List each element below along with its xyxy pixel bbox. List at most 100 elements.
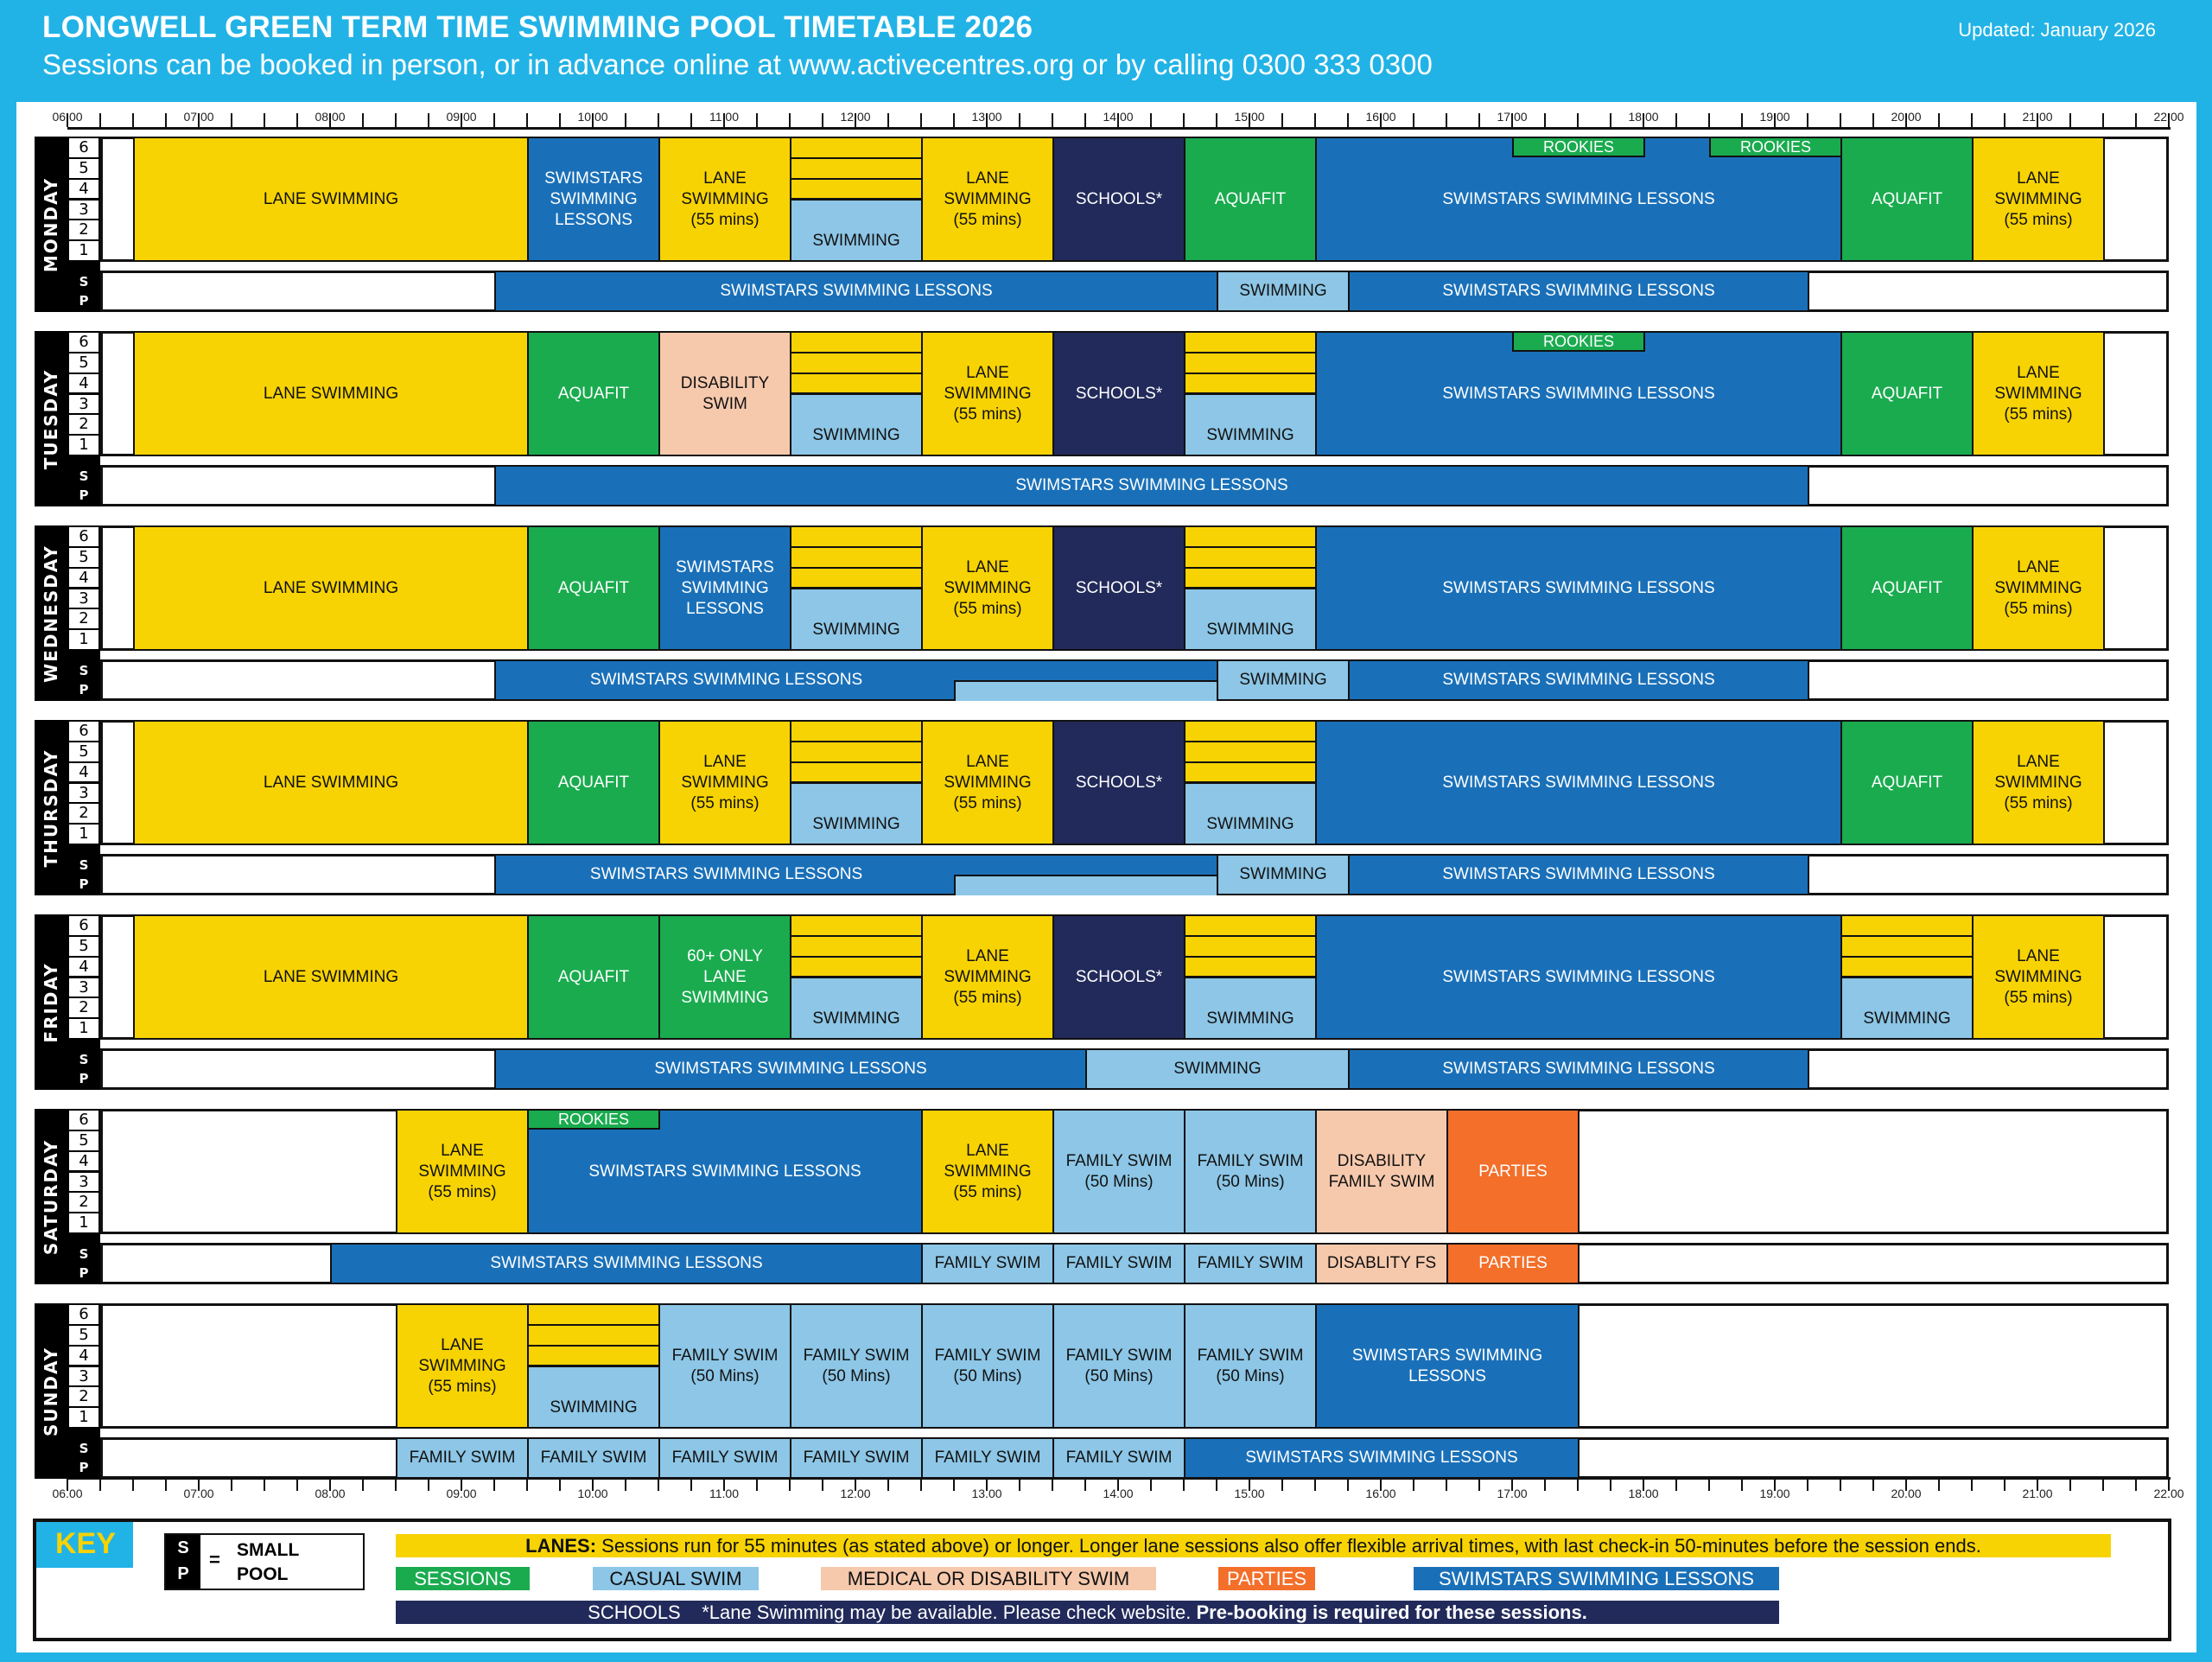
session-block[interactable]: FAMILY SWIM (50 Mins) <box>1184 1109 1317 1234</box>
small-pool-session[interactable]: FAMILY SWIM <box>790 1437 923 1479</box>
session-block[interactable]: SWIMMING <box>1184 587 1317 651</box>
session-block[interactable]: LANE SWIMMING (55 mins) <box>1972 137 2105 262</box>
session-block[interactable]: SWIMMING <box>790 392 923 456</box>
lane-swimming-lane[interactable] <box>790 566 923 589</box>
small-pool-session[interactable]: FAMILY SWIM <box>527 1437 660 1479</box>
lane-swimming-lane[interactable] <box>527 1323 660 1347</box>
rookies-block[interactable]: ROOKIES <box>527 1109 660 1130</box>
session-block[interactable]: AQUAFIT <box>527 525 660 651</box>
session-block[interactable]: LANE SWIMMING (55 mins) <box>658 137 791 262</box>
session-block[interactable]: FAMILY SWIM (50 Mins) <box>790 1303 923 1429</box>
lane-swimming-lane[interactable] <box>790 137 923 159</box>
small-pool-session[interactable]: SWIMMING <box>1217 659 1350 701</box>
session-block[interactable]: LANE SWIMMING (55 mins) <box>658 720 791 845</box>
small-pool-session[interactable]: SWIMSTARS SWIMMING LESSONS <box>494 465 1809 506</box>
small-pool-session[interactable]: SWIMSTARS SWIMMING LESSONS <box>494 659 1218 701</box>
session-block[interactable]: SWIMSTARS SWIMMING LESSONS <box>1315 525 1842 651</box>
session-block[interactable]: AQUAFIT <box>527 914 660 1040</box>
session-block[interactable]: SWIMMING <box>1184 781 1317 845</box>
session-block[interactable]: LANE SWIMMING (55 mins) <box>1972 331 2105 456</box>
small-pool-session[interactable]: SWIMMING <box>1085 1048 1350 1090</box>
lane-swimming-lane[interactable] <box>790 156 923 180</box>
small-pool-session[interactable]: FAMILY SWIM <box>658 1437 791 1479</box>
small-pool-session[interactable]: PARTIES <box>1446 1243 1580 1284</box>
session-block[interactable]: AQUAFIT <box>1184 137 1317 262</box>
session-block[interactable]: LANE SWIMMING <box>133 914 529 1040</box>
lane-swimming-lane[interactable] <box>527 1344 660 1367</box>
lane-swimming-lane[interactable] <box>527 1303 660 1326</box>
lane-swimming-lane[interactable] <box>1840 934 1974 958</box>
session-block[interactable]: AQUAFIT <box>1840 720 1974 845</box>
session-block[interactable]: PARTIES <box>1446 1109 1580 1234</box>
session-block[interactable]: SWIMSTARS SWIMMING LESSONS <box>1315 914 1842 1040</box>
session-block[interactable]: SWIMMING <box>790 198 923 262</box>
session-block[interactable]: SWIMMING <box>1184 392 1317 456</box>
lane-swimming-lane[interactable] <box>1184 545 1317 569</box>
lane-swimming-lane[interactable] <box>790 720 923 742</box>
small-pool-session[interactable]: FAMILY SWIM <box>1184 1243 1317 1284</box>
session-block[interactable]: FAMILY SWIM (50 Mins) <box>1052 1303 1185 1429</box>
lane-swimming-lane[interactable] <box>790 331 923 353</box>
session-block[interactable]: LANE SWIMMING (55 mins) <box>921 525 1054 651</box>
session-block[interactable]: SWIMSTARS SWIMMING LESSONS <box>1315 1303 1580 1429</box>
session-block[interactable]: SCHOOLS* <box>1052 525 1185 651</box>
session-block[interactable]: SWIMMING <box>790 781 923 845</box>
small-pool-session[interactable]: SWIMSTARS SWIMMING LESSONS <box>1348 1048 1809 1090</box>
session-block[interactable]: LANE SWIMMING (55 mins) <box>1972 914 2105 1040</box>
lane-swimming-lane[interactable] <box>1184 525 1317 548</box>
lane-swimming-lane[interactable] <box>1184 720 1317 742</box>
session-block[interactable]: LANE SWIMMING (55 mins) <box>921 914 1054 1040</box>
session-block[interactable]: FAMILY SWIM (50 Mins) <box>1052 1109 1185 1234</box>
lane-swimming-lane[interactable] <box>1184 761 1317 784</box>
session-block[interactable]: 60+ ONLY LANE SWIMMING <box>658 914 791 1040</box>
small-pool-session[interactable]: FAMILY SWIM <box>396 1437 529 1479</box>
lane-swimming-lane[interactable] <box>1184 740 1317 763</box>
session-block[interactable]: SCHOOLS* <box>1052 914 1185 1040</box>
session-block[interactable]: SWIMMING <box>790 587 923 651</box>
session-block[interactable]: LANE SWIMMING <box>133 720 529 845</box>
lane-swimming-lane[interactable] <box>790 177 923 201</box>
lane-swimming-lane[interactable] <box>1840 955 1974 978</box>
lane-swimming-lane[interactable] <box>790 955 923 978</box>
session-block[interactable]: LANE SWIMMING (55 mins) <box>921 331 1054 456</box>
lane-swimming-lane[interactable] <box>1184 934 1317 958</box>
lane-swimming-lane[interactable] <box>790 934 923 958</box>
session-block[interactable]: SWIMMING <box>527 1365 660 1429</box>
session-block[interactable]: LANE SWIMMING (55 mins) <box>921 1109 1054 1234</box>
small-pool-session[interactable]: SWIMSTARS SWIMMING LESSONS <box>1184 1437 1580 1479</box>
small-pool-session[interactable]: SWIMSTARS SWIMMING LESSONS <box>1348 271 1809 312</box>
small-pool-session[interactable]: FAMILY SWIM <box>1052 1243 1185 1284</box>
lane-swimming-lane[interactable] <box>790 351 923 374</box>
session-block[interactable]: LANE SWIMMING (55 mins) <box>1972 525 2105 651</box>
small-pool-session[interactable]: SWIMSTARS SWIMMING LESSONS <box>330 1243 923 1284</box>
session-block[interactable]: AQUAFIT <box>527 331 660 456</box>
session-block[interactable]: SCHOOLS* <box>1052 720 1185 845</box>
small-pool-session[interactable]: FAMILY SWIM <box>921 1437 1054 1479</box>
session-block[interactable]: AQUAFIT <box>1840 525 1974 651</box>
session-block[interactable]: SWIMSTARS SWIMMING LESSONS <box>527 137 660 262</box>
session-block[interactable]: FAMILY SWIM (50 Mins) <box>658 1303 791 1429</box>
lane-swimming-lane[interactable] <box>790 525 923 548</box>
session-block[interactable]: DISABILITY SWIM <box>658 331 791 456</box>
lane-swimming-lane[interactable] <box>790 372 923 395</box>
rookies-block[interactable]: ROOKIES <box>1512 331 1645 352</box>
session-block[interactable]: LANE SWIMMING (55 mins) <box>921 720 1054 845</box>
lane-swimming-lane[interactable] <box>1184 351 1317 374</box>
lane-swimming-lane[interactable] <box>790 761 923 784</box>
small-pool-session[interactable]: FAMILY SWIM <box>921 1243 1054 1284</box>
lane-swimming-lane[interactable] <box>1184 955 1317 978</box>
session-block[interactable]: LANE SWIMMING (55 mins) <box>396 1109 529 1234</box>
session-block[interactable]: SWIMMING <box>1840 976 1974 1040</box>
lane-swimming-lane[interactable] <box>1840 914 1974 937</box>
session-block[interactable]: AQUAFIT <box>527 720 660 845</box>
session-block[interactable]: LANE SWIMMING (55 mins) <box>921 137 1054 262</box>
small-pool-session[interactable]: SWIMMING <box>1217 854 1350 895</box>
session-block[interactable]: LANE SWIMMING <box>133 331 529 456</box>
session-block[interactable]: LANE SWIMMING (55 mins) <box>1972 720 2105 845</box>
session-block[interactable]: LANE SWIMMING <box>133 525 529 651</box>
session-block[interactable]: SWIMMING <box>790 976 923 1040</box>
lane-swimming-lane[interactable] <box>1184 331 1317 353</box>
session-block[interactable]: AQUAFIT <box>1840 137 1974 262</box>
session-block[interactable]: FAMILY SWIM (50 Mins) <box>1184 1303 1317 1429</box>
lane-swimming-lane[interactable] <box>1184 914 1317 937</box>
